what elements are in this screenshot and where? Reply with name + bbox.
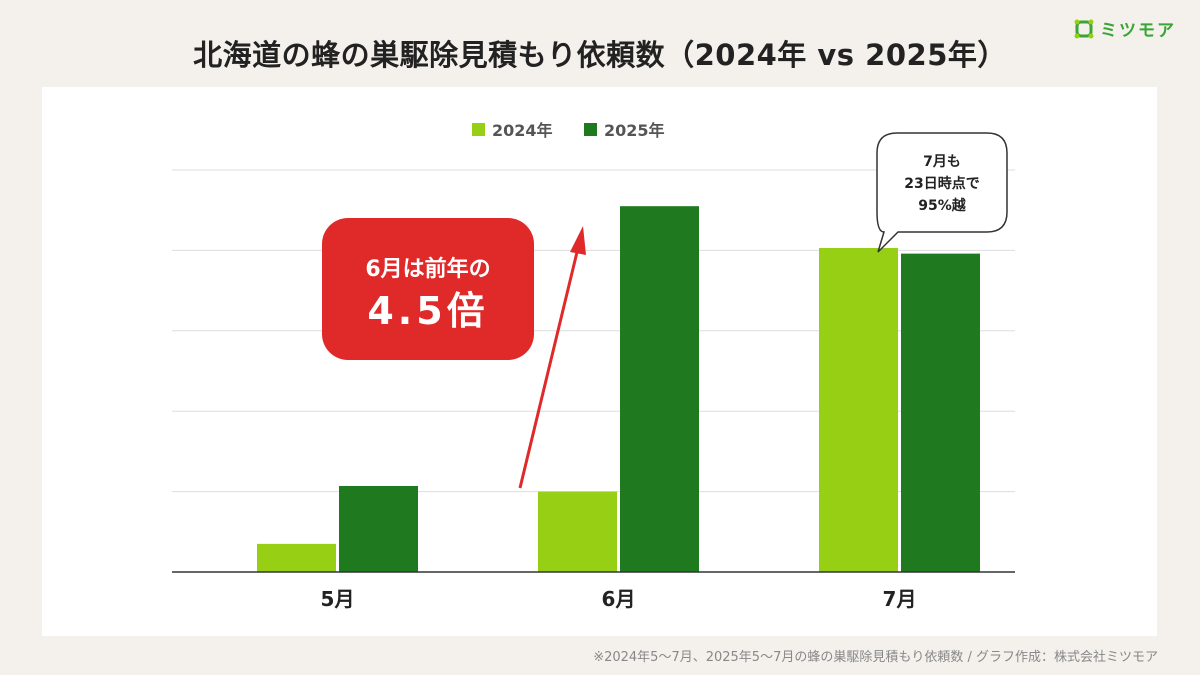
arrow-head-icon [570,226,586,255]
callout-text: 6月は前年の [365,256,490,282]
x-tick-label: 7月 [883,587,917,611]
legend-swatch [472,123,485,136]
x-tick-label: 6月 [602,587,636,611]
legend-swatch [584,123,597,136]
callout-box [322,218,534,360]
footer-note: ※2024年5〜7月、2025年5〜7月の蜂の巣駆除見積もり依頼数 / グラフ作… [593,650,1158,665]
logo-icon [1074,19,1094,38]
x-tick-label: 5月 [321,587,355,611]
bubble-text: 7月も [923,154,961,170]
bar-2025年-5月 [339,485,418,572]
legend-label: 2025年 [604,121,665,140]
bar-2025年-6月 [620,206,699,572]
logo-text: ミツモア [1100,21,1176,41]
legend-label: 2024年 [492,121,553,140]
bar-2024年-6月 [538,491,617,572]
page-title: 北海道の蜂の巣駆除見積もり依頼数（2024年 vs 2025年） [193,38,1007,72]
speech-bubble [876,132,1008,253]
bar-2024年-7月 [819,247,898,572]
bubble-text: 23日時点で [904,175,979,192]
callout-value: 4.5倍 [367,289,488,333]
bubble-text: 95%越 [918,197,967,214]
bar-2024年-5月 [257,543,336,572]
logo: ミツモア [1074,16,1176,41]
arrow-line [518,247,580,489]
bar-2025年-7月 [901,253,980,572]
